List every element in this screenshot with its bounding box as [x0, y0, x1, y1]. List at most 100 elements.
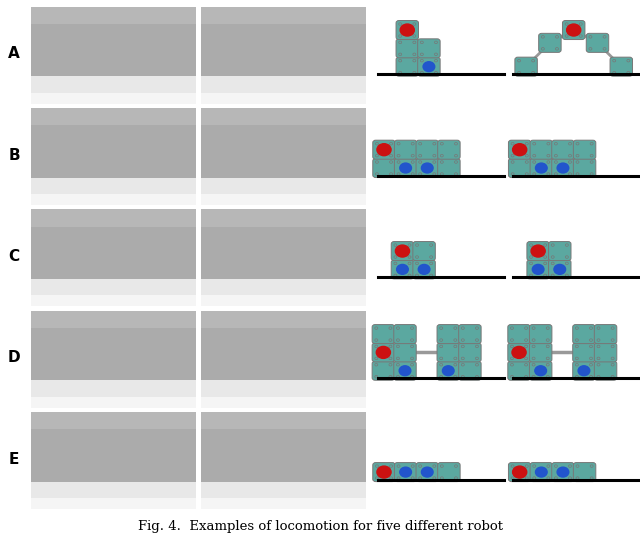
- Circle shape: [476, 357, 479, 360]
- Circle shape: [476, 345, 479, 347]
- Circle shape: [375, 345, 378, 347]
- Circle shape: [551, 256, 554, 259]
- Circle shape: [547, 154, 550, 157]
- Circle shape: [376, 465, 378, 467]
- Circle shape: [576, 143, 579, 145]
- Circle shape: [413, 60, 416, 62]
- FancyBboxPatch shape: [31, 7, 196, 24]
- Circle shape: [611, 339, 614, 341]
- Circle shape: [390, 154, 392, 157]
- FancyBboxPatch shape: [31, 295, 196, 306]
- Circle shape: [375, 357, 378, 360]
- FancyBboxPatch shape: [201, 498, 366, 509]
- Circle shape: [547, 143, 550, 145]
- FancyBboxPatch shape: [413, 260, 435, 279]
- Circle shape: [440, 364, 443, 366]
- Circle shape: [399, 72, 402, 74]
- Circle shape: [565, 244, 568, 246]
- FancyBboxPatch shape: [573, 325, 595, 344]
- Circle shape: [399, 23, 402, 25]
- Circle shape: [397, 465, 400, 467]
- Circle shape: [411, 327, 413, 330]
- Circle shape: [566, 24, 580, 36]
- Circle shape: [429, 262, 433, 264]
- FancyBboxPatch shape: [201, 194, 366, 205]
- Circle shape: [544, 262, 547, 264]
- Circle shape: [454, 143, 458, 145]
- Text: C: C: [8, 249, 20, 264]
- Circle shape: [579, 23, 582, 25]
- Circle shape: [511, 376, 513, 378]
- FancyBboxPatch shape: [201, 397, 366, 408]
- FancyBboxPatch shape: [201, 412, 366, 429]
- FancyBboxPatch shape: [508, 361, 531, 380]
- Circle shape: [590, 173, 593, 175]
- FancyBboxPatch shape: [201, 380, 366, 408]
- Circle shape: [611, 345, 614, 347]
- Circle shape: [532, 161, 536, 163]
- FancyBboxPatch shape: [573, 462, 596, 482]
- Circle shape: [612, 72, 616, 74]
- Circle shape: [590, 154, 593, 157]
- Text: B: B: [8, 148, 20, 163]
- Circle shape: [589, 339, 593, 341]
- Circle shape: [525, 143, 528, 145]
- FancyBboxPatch shape: [31, 108, 196, 178]
- Circle shape: [394, 274, 397, 276]
- Circle shape: [389, 339, 392, 341]
- Circle shape: [611, 364, 614, 366]
- Circle shape: [440, 357, 443, 360]
- FancyBboxPatch shape: [548, 242, 571, 261]
- Circle shape: [411, 364, 413, 366]
- FancyBboxPatch shape: [527, 242, 549, 261]
- Circle shape: [476, 327, 479, 330]
- FancyBboxPatch shape: [573, 343, 595, 362]
- Circle shape: [397, 173, 400, 175]
- Circle shape: [532, 173, 536, 175]
- Circle shape: [411, 376, 413, 378]
- FancyBboxPatch shape: [459, 325, 481, 344]
- Circle shape: [412, 173, 414, 175]
- Circle shape: [544, 244, 547, 246]
- Circle shape: [476, 339, 479, 341]
- FancyBboxPatch shape: [201, 295, 366, 306]
- Circle shape: [461, 376, 464, 378]
- FancyBboxPatch shape: [31, 178, 196, 205]
- Circle shape: [419, 477, 422, 479]
- Circle shape: [394, 256, 397, 259]
- Circle shape: [565, 262, 568, 264]
- Circle shape: [454, 339, 457, 341]
- Circle shape: [568, 173, 572, 175]
- Circle shape: [433, 173, 436, 175]
- Circle shape: [565, 256, 568, 259]
- Circle shape: [476, 376, 479, 378]
- Circle shape: [389, 357, 392, 360]
- Circle shape: [454, 465, 458, 467]
- Circle shape: [611, 376, 614, 378]
- Circle shape: [399, 366, 411, 376]
- FancyBboxPatch shape: [372, 462, 396, 482]
- Circle shape: [590, 161, 593, 163]
- FancyBboxPatch shape: [529, 361, 552, 380]
- Circle shape: [525, 339, 527, 341]
- Circle shape: [532, 477, 536, 479]
- Circle shape: [433, 143, 436, 145]
- Circle shape: [408, 244, 411, 246]
- Circle shape: [442, 366, 454, 376]
- Circle shape: [568, 477, 572, 479]
- FancyBboxPatch shape: [573, 158, 596, 178]
- Circle shape: [544, 274, 547, 276]
- Circle shape: [529, 256, 532, 259]
- Circle shape: [415, 262, 419, 264]
- Circle shape: [532, 357, 535, 360]
- Circle shape: [454, 345, 457, 347]
- Circle shape: [525, 345, 527, 347]
- FancyBboxPatch shape: [515, 57, 538, 76]
- Circle shape: [576, 477, 579, 479]
- Circle shape: [454, 327, 457, 330]
- Circle shape: [512, 346, 526, 358]
- Circle shape: [440, 327, 443, 330]
- Circle shape: [547, 477, 550, 479]
- Circle shape: [419, 143, 422, 145]
- FancyBboxPatch shape: [595, 325, 617, 344]
